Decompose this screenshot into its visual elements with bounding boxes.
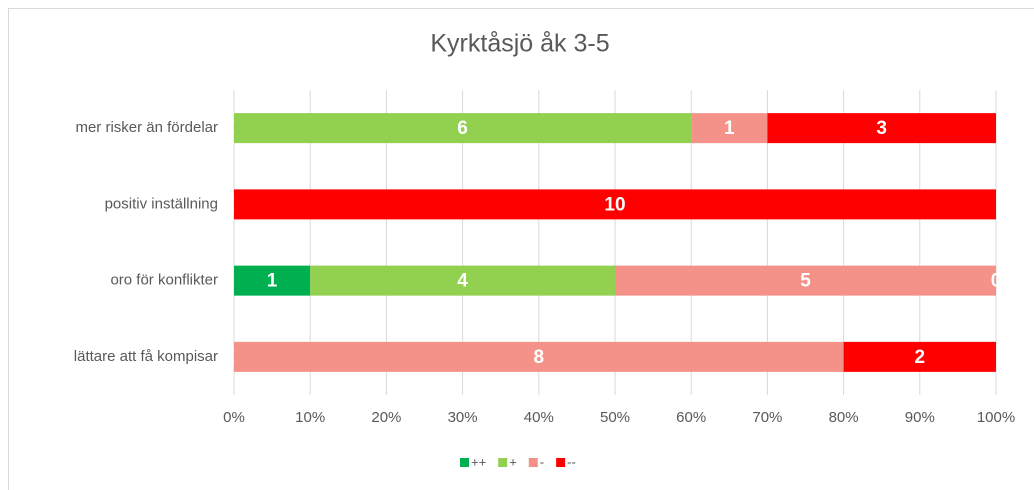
bar-segment	[234, 189, 996, 220]
x-tick-label: 80%	[829, 409, 859, 426]
y-tick-label: mer risker än fördelar	[75, 119, 218, 136]
data-label: 4	[457, 271, 468, 292]
legend-label: -	[540, 454, 544, 469]
y-tick-label: lättare att få kompisar	[74, 348, 218, 365]
x-tick-label: 0%	[223, 409, 245, 426]
legend-label: +	[509, 454, 517, 469]
x-tick-label: 30%	[448, 409, 478, 426]
legend-label: ++	[471, 454, 486, 469]
chart-border	[8, 8, 1034, 490]
legend-swatch	[556, 458, 566, 467]
x-tick-label: 90%	[905, 409, 935, 426]
data-label: 6	[457, 118, 468, 139]
y-tick-label: oro för konflikter	[110, 272, 218, 289]
legend-label: --	[567, 454, 576, 469]
data-label: 2	[915, 347, 926, 368]
data-label: 0	[991, 271, 1002, 292]
bar-segment	[615, 265, 996, 296]
legend-swatch	[498, 458, 508, 467]
data-label: 5	[800, 271, 811, 292]
bar-segment	[310, 265, 615, 296]
data-label: 1	[267, 271, 278, 292]
x-tick-label: 20%	[371, 409, 401, 426]
bar-segment	[234, 265, 311, 296]
bar-segment	[843, 341, 996, 372]
chart-title: Kyrktåsjö åk 3-5	[430, 30, 609, 58]
legend-swatch	[528, 458, 538, 467]
bar-segment	[234, 341, 844, 372]
data-label: 3	[876, 118, 887, 139]
data-label: 10	[604, 194, 625, 215]
bar-segment	[691, 113, 768, 144]
data-label: 1	[724, 118, 735, 139]
legend-swatch	[460, 458, 469, 467]
x-tick-label: 70%	[752, 409, 782, 426]
x-tick-label: 40%	[524, 409, 554, 426]
x-tick-label: 100%	[977, 409, 1015, 426]
x-tick-label: 60%	[676, 409, 706, 426]
bar-segment	[767, 113, 996, 144]
y-tick-label: positiv inställning	[105, 195, 218, 212]
data-label: 8	[534, 347, 545, 368]
x-tick-label: 50%	[600, 409, 630, 426]
x-tick-label: 10%	[295, 409, 325, 426]
bar-segment	[234, 113, 692, 144]
